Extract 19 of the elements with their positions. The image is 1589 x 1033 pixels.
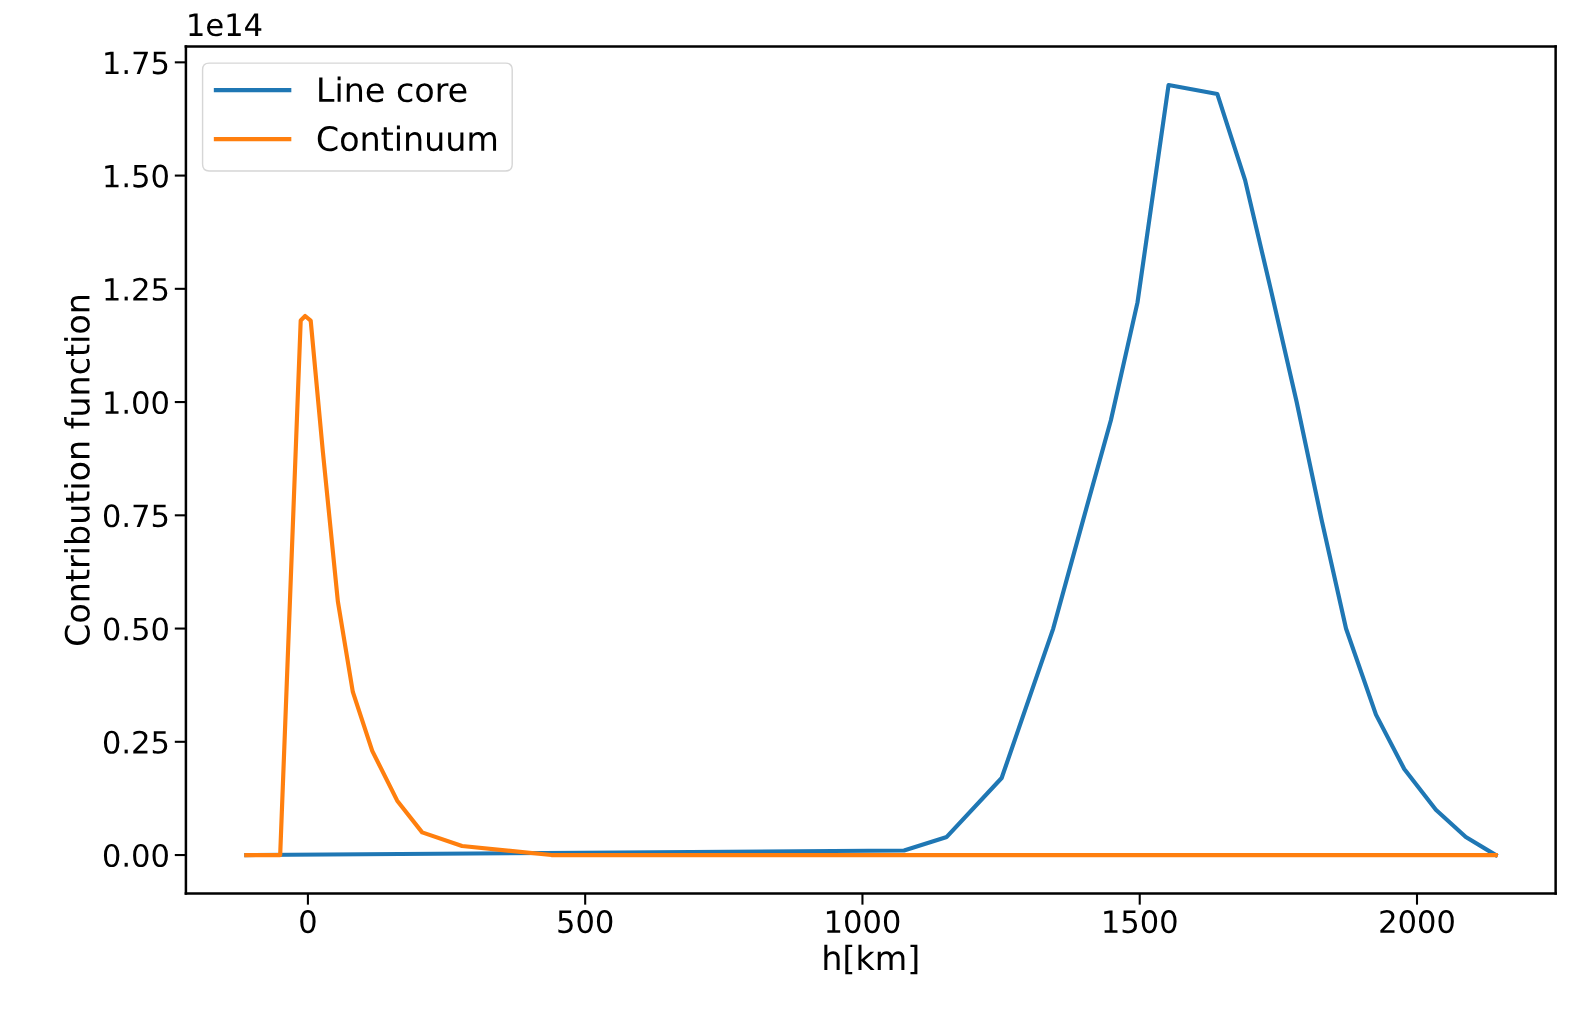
y-tick-label: 1.25 bbox=[105, 277, 168, 301]
legend-label: Continuum bbox=[317, 125, 497, 152]
x-tick-label: 0 bbox=[300, 910, 316, 934]
y-tick-label: 0.00 bbox=[103, 843, 168, 868]
x-axis-title: h[km] bbox=[824, 944, 918, 975]
y-tick-label: 1.50 bbox=[105, 164, 168, 188]
y-tick-label: 0.25 bbox=[103, 730, 168, 754]
y-tick-label: 0.75 bbox=[103, 504, 168, 528]
y-axis-title: Contribution function bbox=[64, 295, 90, 645]
x-tick-label: 500 bbox=[558, 910, 613, 934]
text: 1e14 bbox=[189, 13, 262, 37]
x-tick-label: 1500 bbox=[1104, 910, 1177, 934]
legend-label: Line core bbox=[319, 76, 467, 103]
y-tick-label: 1.00 bbox=[105, 391, 168, 415]
x-tick-label: 2000 bbox=[1380, 910, 1454, 934]
line-series bbox=[244, 313, 1498, 858]
x-tick-label: 1000 bbox=[826, 910, 900, 934]
y-tick-label: 1.75 bbox=[105, 51, 168, 75]
y-tick-label: 0.50 bbox=[103, 617, 168, 641]
